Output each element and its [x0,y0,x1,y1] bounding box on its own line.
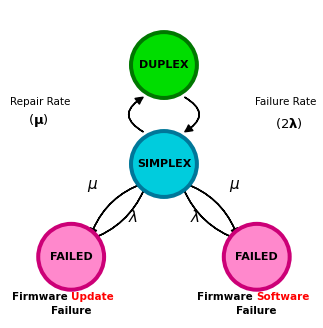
Circle shape [222,222,292,292]
Text: ($\bf{\mu}$): ($\bf{\mu}$) [28,112,49,129]
Text: Repair Rate: Repair Rate [10,97,70,107]
Text: (2$\bf{\lambda}$): (2$\bf{\lambda}$) [275,116,303,131]
Text: Firmware: Firmware [12,292,71,302]
Text: $\mu$: $\mu$ [229,178,241,194]
Text: Firmware: Firmware [197,292,257,302]
Text: $\mu$: $\mu$ [87,178,99,194]
Circle shape [226,226,288,288]
Text: $\lambda$: $\lambda$ [128,209,138,225]
Text: FAILED: FAILED [235,252,278,262]
FancyArrowPatch shape [185,97,199,132]
Circle shape [133,34,195,96]
FancyArrowPatch shape [90,183,143,236]
FancyArrowPatch shape [90,183,147,239]
Text: SIMPLEX: SIMPLEX [137,159,191,169]
Text: Failure Rate: Failure Rate [255,97,317,107]
Text: $\lambda$: $\lambda$ [190,209,200,225]
Circle shape [133,133,195,195]
Text: DUPLEX: DUPLEX [139,60,189,70]
Text: Software: Software [257,292,310,302]
Text: Update: Update [71,292,114,302]
FancyArrowPatch shape [185,183,238,236]
Text: Failure: Failure [236,306,277,316]
Text: Failure: Failure [51,306,91,316]
Circle shape [36,222,106,292]
Circle shape [40,226,102,288]
Text: FAILED: FAILED [50,252,93,262]
Circle shape [129,30,199,100]
Circle shape [129,129,199,199]
FancyArrowPatch shape [129,97,143,132]
FancyArrowPatch shape [181,183,238,239]
